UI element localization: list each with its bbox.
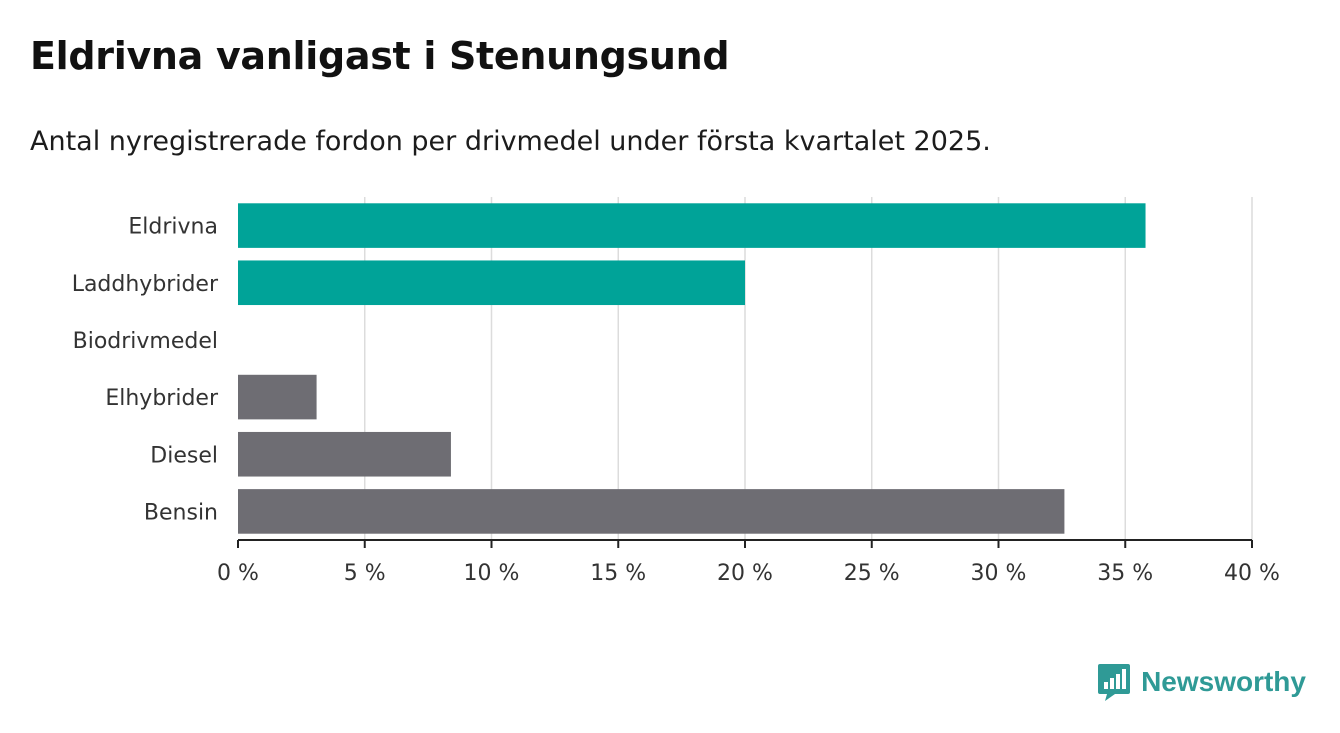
x-tick-label: 25 % — [844, 561, 900, 586]
category-label: Eldrivna — [128, 215, 218, 240]
bar-laddhybrider — [238, 260, 745, 306]
chart-subtitle: Antal nyregistrerade fordon per drivmede… — [30, 126, 991, 157]
brand-name: Newsworthy — [1141, 666, 1306, 697]
bar-eldrivna — [238, 203, 1146, 248]
brand: Newsworthy — [1097, 662, 1306, 702]
bar-bensin — [238, 489, 1065, 534]
x-tick-label: 5 % — [344, 561, 386, 586]
x-tick-label: 10 % — [464, 561, 520, 586]
category-label: Laddhybrider — [72, 272, 219, 297]
x-tick-label: 15 % — [590, 561, 646, 586]
x-tick-label: 0 % — [217, 561, 259, 586]
category-label: Bensin — [144, 500, 218, 525]
x-tick-label: 35 % — [1097, 561, 1153, 586]
newsworthy-logo-icon — [1098, 664, 1131, 701]
bar-chart: Eldrivna Laddhybrider Biodrivmedel Elhybrid… — [72, 197, 1280, 586]
x-tick-label: 30 % — [971, 561, 1027, 586]
category-label: Biodrivmedel — [73, 329, 218, 354]
chart-title: Eldrivna vanligast i Stenungsund — [30, 34, 730, 78]
bar-diesel — [238, 431, 451, 477]
x-tick-label: 20 % — [717, 561, 773, 586]
x-tick-label: 40 % — [1224, 561, 1280, 586]
category-label: Elhybrider — [105, 386, 219, 411]
bar-elhybrider — [238, 374, 317, 420]
category-label: Diesel — [150, 443, 218, 468]
